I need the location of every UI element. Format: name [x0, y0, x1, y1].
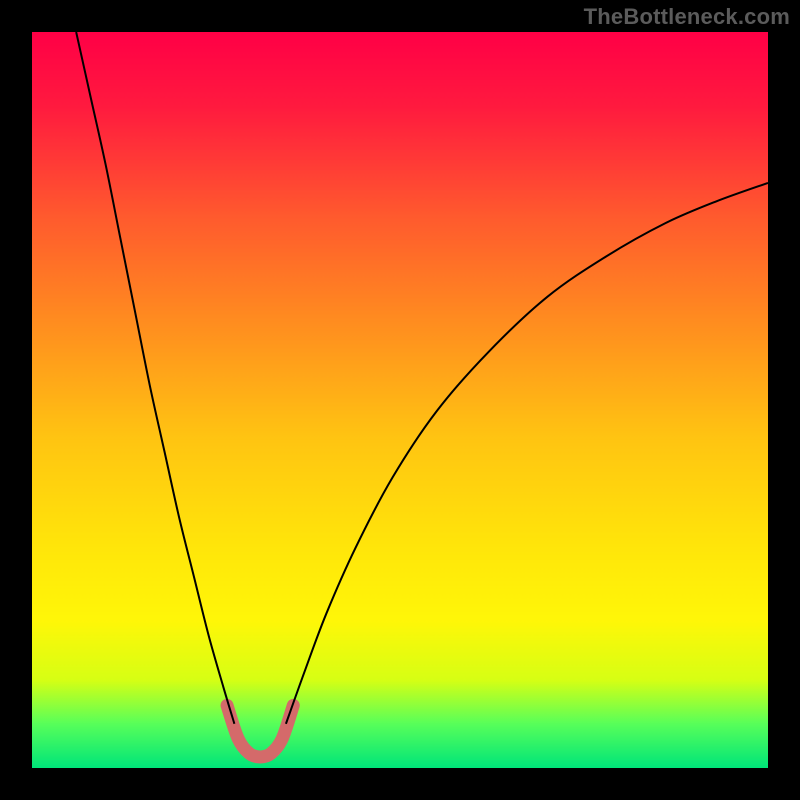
right-curve — [286, 183, 768, 724]
watermark-text: TheBottleneck.com — [584, 4, 790, 30]
plot-frame — [32, 32, 768, 768]
left-curve — [76, 32, 234, 724]
chart-stage: TheBottleneck.com — [0, 0, 800, 800]
curve-layer — [32, 32, 768, 768]
valley-marker — [227, 705, 293, 757]
